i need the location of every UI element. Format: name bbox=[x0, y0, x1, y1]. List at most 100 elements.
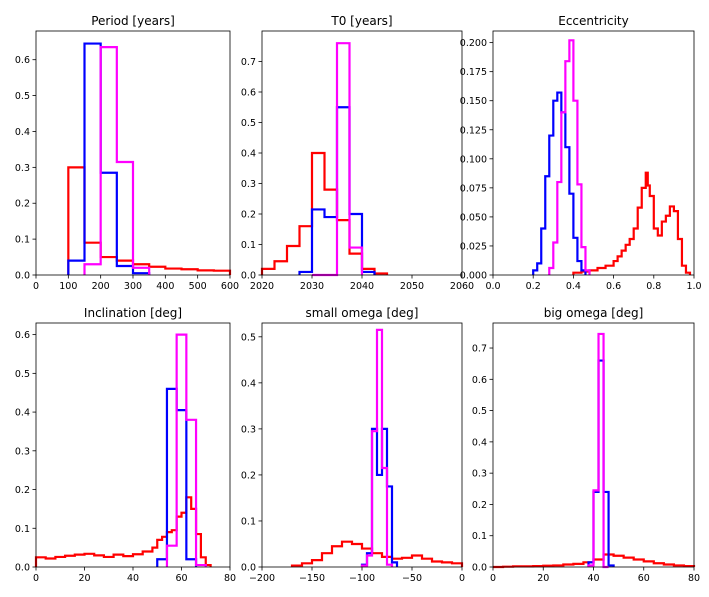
x-tick-label: 400 bbox=[156, 281, 174, 292]
panel-title: Period [years] bbox=[91, 14, 175, 28]
x-tick-label: 0 bbox=[33, 573, 39, 584]
panel-title: small omega [deg] bbox=[306, 306, 419, 320]
y-tick-label: 0.6 bbox=[472, 375, 487, 386]
y-tick-label: 0.1 bbox=[472, 531, 487, 542]
x-tick-label: 0 bbox=[33, 281, 39, 292]
x-tick-label: 600 bbox=[221, 281, 239, 292]
x-tick-label: 2040 bbox=[350, 281, 374, 292]
x-tick-label: −150 bbox=[299, 573, 325, 584]
panel-title: T0 [years] bbox=[330, 14, 392, 28]
panel-6: big omega [deg] 0 20 40 60 80 0.0 0.1 0.2 0.3 0.4 0… bbox=[472, 306, 700, 584]
y-tick-label: 0.050 bbox=[460, 212, 487, 223]
x-tick-label: 20 bbox=[537, 573, 549, 584]
x-tick-label: 40 bbox=[587, 573, 599, 584]
panel-5: small omega [deg] −200 −150 −100 −50 0 0.0 0.1 0… bbox=[241, 306, 465, 584]
magenta-histogram-series bbox=[587, 332, 609, 569]
axes-frame bbox=[492, 30, 695, 276]
y-tick-label: 0.1 bbox=[15, 235, 30, 246]
y-tick-label: 0.0 bbox=[472, 563, 487, 574]
blue-histogram-series bbox=[587, 359, 615, 567]
magenta-histogram-series bbox=[312, 42, 364, 277]
y-tick-label: 0.1 bbox=[15, 524, 30, 535]
y-tick-label: 0.5 bbox=[15, 91, 30, 102]
y-tick-label: 0.4 bbox=[472, 437, 487, 448]
x-tick-label: 1.0 bbox=[686, 281, 701, 292]
y-tick-label: 0.4 bbox=[241, 149, 256, 160]
blue-histogram-series bbox=[67, 42, 151, 275]
red-histogram-series bbox=[34, 496, 212, 567]
red-histogram-series bbox=[260, 151, 389, 275]
x-tick-label: 60 bbox=[638, 573, 650, 584]
x-tick-label: 20 bbox=[78, 573, 90, 584]
x-tick-label: 40 bbox=[127, 573, 139, 584]
panel-1: Period [years] 0 100 200 300 400 500 600 0.0 0.1 0… bbox=[15, 14, 239, 292]
y-tick-label: 0.2 bbox=[241, 470, 256, 481]
y-tick-label: 0.4 bbox=[15, 408, 30, 419]
y-tick-label: 0.3 bbox=[241, 424, 256, 435]
y-tick-label: 0.2 bbox=[472, 500, 487, 511]
y-tick-label: 0.2 bbox=[241, 210, 256, 221]
red-histogram-series bbox=[67, 166, 232, 275]
x-tick-label: 0.8 bbox=[646, 281, 661, 292]
y-tick-label: 0.150 bbox=[460, 96, 487, 107]
magenta-histogram-series bbox=[360, 328, 394, 567]
x-tick-label: −200 bbox=[249, 573, 275, 584]
blue-histogram-series bbox=[532, 91, 587, 275]
y-tick-label: 0.5 bbox=[241, 332, 256, 343]
magenta-histogram-series bbox=[165, 333, 207, 567]
red-histogram-series bbox=[493, 553, 696, 569]
y-tick-label: 0.200 bbox=[460, 38, 487, 49]
y-tick-label: 0.2 bbox=[15, 485, 30, 496]
x-tick-label: 0.4 bbox=[566, 281, 581, 292]
x-tick-label: 0 bbox=[490, 573, 496, 584]
x-tick-label: 0.2 bbox=[526, 281, 541, 292]
y-tick-label: 0.0 bbox=[15, 563, 30, 574]
x-tick-label: −100 bbox=[349, 573, 375, 584]
y-tick-label: 0.3 bbox=[241, 179, 256, 190]
panel-title: big omega [deg] bbox=[544, 306, 644, 320]
y-tick-label: 0.4 bbox=[15, 127, 30, 138]
y-tick-label: 0.6 bbox=[15, 330, 30, 341]
y-tick-label: 0.5 bbox=[15, 369, 30, 380]
y-tick-label: 0.6 bbox=[15, 55, 30, 66]
y-tick-label: 0.000 bbox=[460, 271, 487, 282]
x-tick-label: −50 bbox=[402, 573, 422, 584]
y-tick-label: 0.0 bbox=[241, 271, 256, 282]
panel-title: Inclination [deg] bbox=[84, 306, 182, 320]
y-tick-label: 0.0 bbox=[241, 563, 256, 574]
y-tick-label: 0.075 bbox=[460, 183, 487, 194]
y-tick-label: 0.1 bbox=[241, 516, 256, 527]
y-tick-label: 0.3 bbox=[15, 446, 30, 457]
x-tick-label: 500 bbox=[189, 281, 207, 292]
y-tick-label: 0.125 bbox=[460, 125, 487, 136]
x-tick-label: 80 bbox=[224, 573, 236, 584]
panel-title: Eccentricity bbox=[558, 14, 628, 28]
y-tick-label: 0.3 bbox=[472, 469, 487, 480]
x-tick-label: 100 bbox=[59, 281, 77, 292]
x-tick-label: 0.0 bbox=[485, 281, 500, 292]
y-tick-label: 0.2 bbox=[15, 199, 30, 210]
x-tick-label: 2060 bbox=[450, 281, 474, 292]
panel-2: T0 [years] 2020 2030 2040 2050 2060 0.0 0.1 0.2 0… bbox=[241, 14, 474, 292]
x-tick-label: 2050 bbox=[400, 281, 424, 292]
axes-frame bbox=[261, 322, 463, 568]
y-tick-label: 0.7 bbox=[472, 344, 487, 355]
x-tick-label: 300 bbox=[124, 281, 142, 292]
red-histogram-series bbox=[290, 540, 464, 567]
axes-frame bbox=[35, 322, 231, 568]
y-tick-label: 0.4 bbox=[241, 378, 256, 389]
x-tick-label: 2020 bbox=[250, 281, 274, 292]
red-histogram-series bbox=[572, 171, 692, 275]
x-tick-label: 60 bbox=[175, 573, 187, 584]
blue-histogram-series bbox=[360, 427, 399, 567]
x-tick-label: 0 bbox=[459, 573, 465, 584]
magenta-histogram-series bbox=[83, 46, 151, 275]
x-tick-label: 200 bbox=[92, 281, 110, 292]
x-tick-label: 0.6 bbox=[606, 281, 621, 292]
y-tick-label: 0.1 bbox=[241, 240, 256, 251]
y-tick-label: 0.0 bbox=[15, 271, 30, 282]
y-tick-label: 0.6 bbox=[241, 88, 256, 99]
y-tick-label: 0.175 bbox=[460, 67, 487, 78]
y-tick-label: 0.025 bbox=[460, 241, 487, 252]
